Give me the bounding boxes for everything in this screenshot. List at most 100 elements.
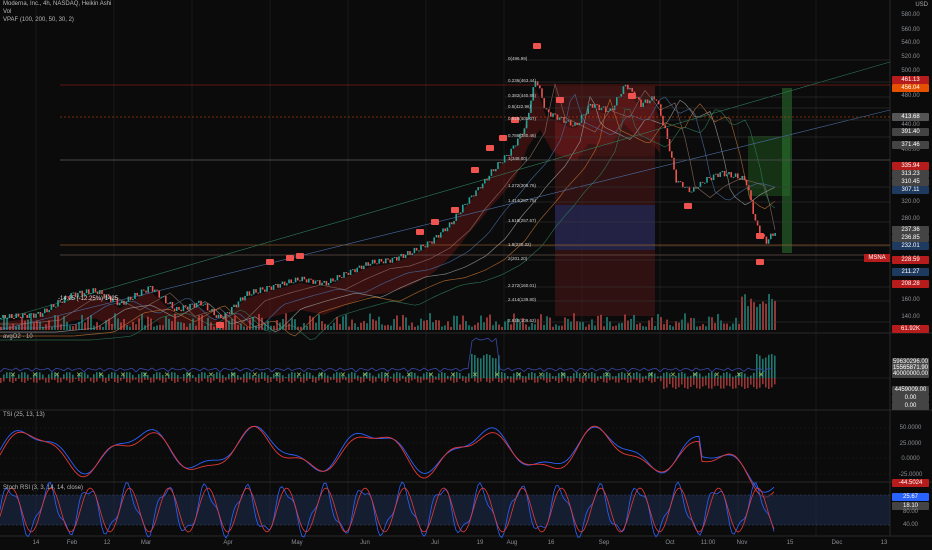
candle bbox=[453, 220, 455, 225]
osc-bar bbox=[705, 375, 707, 378]
volume-bar bbox=[414, 326, 416, 330]
osc-bar bbox=[324, 378, 326, 383]
candle bbox=[429, 241, 431, 243]
osc-bar bbox=[306, 378, 308, 381]
candle bbox=[459, 212, 462, 215]
candle bbox=[393, 257, 396, 259]
candle bbox=[363, 265, 365, 270]
osc-bar bbox=[276, 378, 278, 382]
candle bbox=[765, 236, 768, 244]
osc-bar bbox=[330, 376, 332, 378]
osc-bar bbox=[702, 378, 704, 387]
cross-marker: ✕ bbox=[714, 371, 720, 379]
signal-marker bbox=[756, 259, 764, 265]
volume-bar bbox=[711, 317, 713, 330]
osc-bar bbox=[384, 378, 386, 383]
osc-bar bbox=[72, 378, 74, 383]
fib-levels bbox=[505, 59, 890, 323]
volume-bar bbox=[279, 322, 281, 330]
osc-bar bbox=[735, 375, 737, 378]
volume-bar bbox=[417, 325, 419, 330]
candle bbox=[217, 314, 220, 318]
osc-bar bbox=[147, 374, 149, 378]
candle bbox=[587, 105, 589, 114]
price-tag: 456.04 bbox=[892, 84, 929, 92]
osc-bar bbox=[648, 378, 650, 381]
volume-bar bbox=[759, 303, 761, 330]
volume-bar bbox=[654, 325, 656, 330]
osc-bar bbox=[93, 374, 95, 378]
candle bbox=[699, 181, 702, 188]
candle bbox=[627, 84, 629, 90]
candle bbox=[255, 289, 257, 293]
osc-bar bbox=[345, 378, 347, 381]
volume-bar bbox=[204, 325, 206, 330]
osc-bar bbox=[573, 373, 575, 378]
volume-bar bbox=[195, 325, 197, 330]
volume-bar bbox=[153, 326, 155, 330]
candle bbox=[41, 313, 44, 317]
volume-bar bbox=[498, 324, 500, 330]
osc-bar bbox=[63, 378, 65, 380]
stoch-axis-label: 80.00 bbox=[902, 509, 918, 515]
candle bbox=[693, 186, 695, 192]
zone-fills bbox=[0, 86, 792, 330]
stoch-value-tag: 18.10 bbox=[892, 502, 929, 510]
osc-bar bbox=[261, 372, 263, 378]
volume-bar bbox=[372, 319, 374, 330]
cross-marker: ✕ bbox=[76, 371, 82, 379]
osc-bar bbox=[753, 372, 755, 378]
osc-bar bbox=[462, 378, 464, 382]
volume-bar bbox=[171, 321, 173, 330]
osc-bar bbox=[240, 377, 242, 378]
signal-marker bbox=[556, 97, 564, 103]
candle bbox=[649, 100, 651, 104]
volume-bar bbox=[411, 322, 413, 330]
osc-bar bbox=[762, 378, 764, 385]
osc-bar bbox=[678, 378, 680, 388]
volume-bar bbox=[72, 326, 74, 330]
candle bbox=[750, 190, 752, 201]
candle bbox=[475, 190, 477, 197]
volume-bar bbox=[42, 326, 44, 330]
candle bbox=[389, 259, 391, 263]
volume-bar bbox=[600, 314, 602, 330]
volume-bar bbox=[636, 324, 638, 330]
fib-label: 2.272(160.01) bbox=[508, 283, 537, 288]
candle bbox=[277, 283, 279, 288]
volume-bar bbox=[651, 317, 653, 330]
time-axis-label: Dec bbox=[831, 540, 843, 546]
candle bbox=[279, 284, 281, 288]
cross-marker: ✕ bbox=[164, 371, 170, 379]
candle bbox=[264, 289, 266, 292]
osc-bar bbox=[612, 378, 614, 380]
ma-cloud bbox=[0, 86, 660, 330]
cross-marker: ✕ bbox=[362, 371, 368, 379]
cross-marker: ✕ bbox=[758, 371, 764, 379]
osc-bar bbox=[555, 378, 557, 381]
candle bbox=[484, 178, 486, 184]
osc-bar bbox=[459, 378, 461, 379]
osc-bar bbox=[717, 378, 719, 386]
indicator-tsi bbox=[0, 425, 890, 498]
osc-bar bbox=[477, 378, 479, 383]
osc-bar bbox=[369, 378, 371, 382]
osc-bar bbox=[588, 378, 590, 379]
candle bbox=[297, 277, 299, 281]
volume-bar bbox=[723, 323, 725, 330]
candle bbox=[651, 96, 653, 101]
osc-bar bbox=[330, 378, 332, 381]
candle bbox=[732, 176, 735, 178]
cross-marker: ✕ bbox=[516, 371, 522, 379]
osc-bar bbox=[630, 378, 632, 383]
osc-bar bbox=[357, 375, 359, 378]
osc-bar bbox=[75, 378, 77, 379]
osc-bar bbox=[375, 376, 377, 378]
osc-bar bbox=[633, 378, 635, 380]
volume-bar bbox=[687, 323, 689, 330]
candle bbox=[451, 222, 453, 225]
candle bbox=[378, 258, 380, 264]
osc-bar bbox=[222, 375, 224, 378]
osc-bar bbox=[438, 378, 440, 381]
